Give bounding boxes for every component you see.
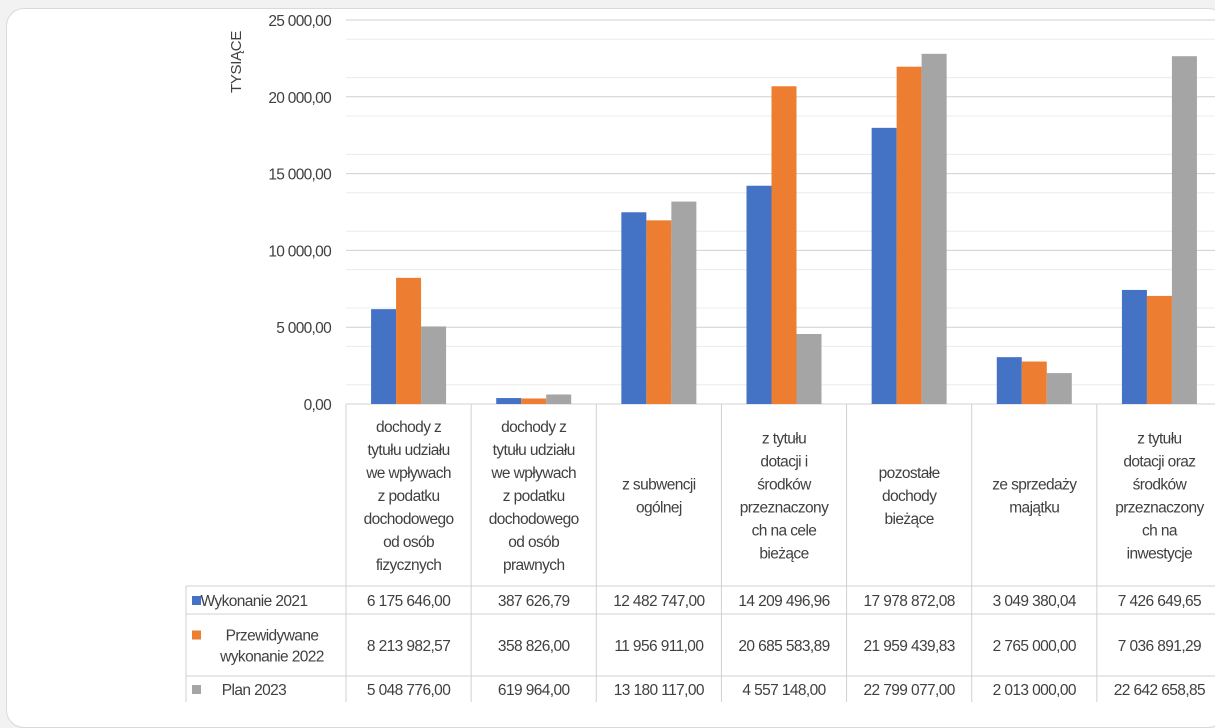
data-label: 21 959 439,83 [863,638,954,655]
data-label: 12 482 747,00 [613,593,705,610]
bar [1046,373,1072,404]
category-label: pozostałe dochody bieżące [879,465,940,528]
bar [496,398,522,404]
bar [1021,361,1047,404]
y-tick-label: 10 000,00 [268,243,332,260]
data-label: 20 685 583,89 [738,638,829,655]
category-label: z tytułu dotacji i środków przeznaczony ch n… [740,431,829,563]
legend-key [192,596,201,605]
category-label: ze sprzedaży majątku [992,477,1077,517]
bar [796,334,822,404]
data-label: 13 180 117,00 [614,682,705,699]
data-label: 7 036 891,29 [1118,638,1201,655]
data-label: 5 048 776,00 [367,682,451,699]
data-label: 7 426 649,65 [1118,593,1201,610]
bar [671,201,697,404]
category-label: dochody z tytułu udziału we wpływach z poda… [489,419,579,574]
data-label: 22 799 077,00 [863,682,955,699]
data-label: 619 964,00 [498,682,571,699]
data-label: 14 209 496,96 [738,593,829,610]
legend-label: Wykonanie 2021 [201,593,308,610]
bar [996,357,1022,404]
bar [746,185,772,404]
y-tick-label: 0,00 [304,397,332,414]
bar [421,326,447,404]
bar [646,220,672,404]
data-label: 2 765 000,00 [993,638,1077,655]
data-label: 17 978 872,08 [863,593,954,610]
y-tick-label: 5 000,00 [276,320,332,337]
data-label: 387 626,79 [498,593,570,610]
legend-label: Przewidywane wykonanie 2022 [219,628,324,666]
bar-chart-with-data-table: 0,00 5 000,00 10 000,00 15 000,00 20 000,00 2… [185,13,1215,702]
bar [546,394,572,404]
data-label: 6 175 646,00 [367,593,451,610]
bar [621,212,647,404]
legend-key [192,630,201,640]
data-label: 3 049 380,04 [993,593,1077,610]
bar [896,66,922,404]
bar [521,398,547,404]
y-axis-title: TYSIĄCE [228,31,245,93]
bar [1171,56,1197,404]
data-label: 22 642 658,85 [1114,682,1205,699]
bar [396,277,422,404]
bar [1146,295,1172,404]
data-label: 2 013 000,00 [993,682,1077,699]
data-label: 8 213 982,57 [367,638,450,655]
y-tick-label: 25 000,00 [268,13,332,30]
bar [921,53,947,404]
bar [771,86,797,404]
data-label: 11 956 911,00 [614,638,704,655]
legend-key [192,685,201,694]
bar [871,127,897,404]
category-label: dochody z tytułu udziału we wpływach z poda… [364,419,454,574]
category-label: z tytułu dotacji oraz środków przeznaczony c… [1115,431,1204,563]
bar [1121,289,1147,404]
data-label: 4 557 148,00 [742,682,826,699]
y-tick-label: 15 000,00 [268,167,332,184]
category-label: z subwencji ogólnej [622,477,696,517]
legend-label: Plan 2023 [222,682,286,699]
y-tick-label: 20 000,00 [268,90,332,107]
data-label: 358 826,00 [498,638,571,655]
bar [371,309,397,404]
